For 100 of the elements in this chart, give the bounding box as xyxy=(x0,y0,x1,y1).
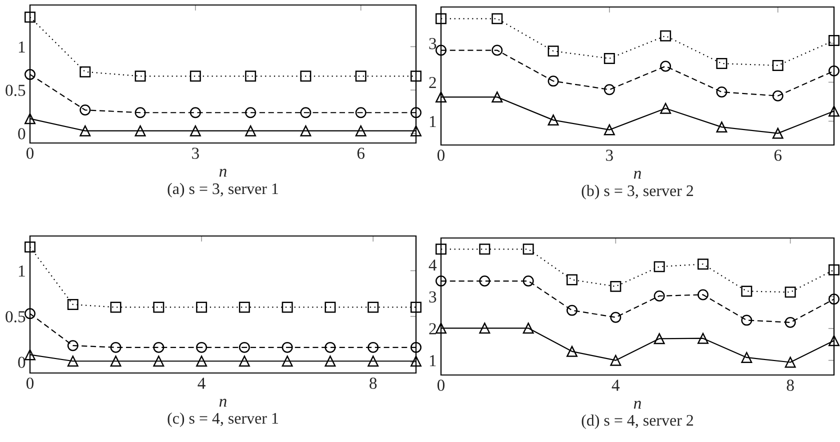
point xyxy=(522,244,534,255)
point xyxy=(548,114,559,126)
point xyxy=(410,356,422,367)
point xyxy=(324,302,336,313)
point xyxy=(436,13,446,24)
point xyxy=(522,322,534,334)
point xyxy=(410,107,422,118)
point xyxy=(324,342,336,353)
point xyxy=(772,90,784,102)
text: (a) s = 3, server 1 xyxy=(168,182,278,198)
x-tick-label: 6 xyxy=(774,150,782,161)
point xyxy=(24,68,36,80)
x-tick-label: 8 xyxy=(786,380,794,391)
point xyxy=(610,354,622,366)
y-tick-label: 1 xyxy=(18,265,25,276)
point xyxy=(610,280,622,292)
point xyxy=(134,70,146,82)
x-tick-label: 0 xyxy=(26,148,34,159)
point xyxy=(828,35,840,46)
point xyxy=(828,294,840,305)
y-tick-label: 1 xyxy=(430,116,436,128)
point xyxy=(660,30,672,42)
point xyxy=(479,322,490,334)
point xyxy=(492,92,503,103)
x-tick-label: 0 xyxy=(437,380,445,391)
point xyxy=(238,342,250,353)
point xyxy=(654,333,665,344)
text: (d) s = 4, server 2 xyxy=(582,414,694,429)
point xyxy=(566,304,578,316)
point xyxy=(110,356,122,367)
point xyxy=(24,241,36,252)
x-tick-label: 6 xyxy=(357,148,365,159)
point xyxy=(784,356,796,368)
point xyxy=(784,286,796,298)
text: (c) s = 4, server 1 xyxy=(168,412,278,427)
point xyxy=(355,107,366,118)
point xyxy=(110,302,122,313)
point xyxy=(245,125,256,136)
x-tick-label: 3 xyxy=(192,148,199,159)
point xyxy=(24,349,36,360)
x-tick-label: 0 xyxy=(26,378,34,389)
y-tick-label: 0 xyxy=(18,356,26,368)
point xyxy=(828,65,840,76)
x-tick-label: 0 xyxy=(437,150,445,161)
point xyxy=(134,107,146,118)
point xyxy=(196,342,208,353)
point xyxy=(410,125,422,136)
text: (b) s = 3, server 2 xyxy=(582,184,694,200)
point xyxy=(80,125,91,136)
point xyxy=(741,286,752,297)
y-tick-label: 3 xyxy=(429,38,436,50)
point xyxy=(355,125,366,136)
point xyxy=(828,335,840,346)
point xyxy=(698,258,708,270)
point xyxy=(698,289,708,300)
x-tick-label: 3 xyxy=(606,150,613,161)
point xyxy=(153,356,164,367)
point xyxy=(566,346,578,357)
point xyxy=(410,302,422,313)
point xyxy=(604,124,615,136)
y-tick-label: 2 xyxy=(429,323,436,334)
y-tick-label: 1 xyxy=(18,41,25,52)
point xyxy=(67,299,78,310)
point xyxy=(492,13,503,24)
point xyxy=(190,70,201,82)
y-tick-label: 1 xyxy=(430,355,436,366)
point xyxy=(300,70,312,82)
point xyxy=(828,106,840,117)
point xyxy=(654,261,665,272)
point xyxy=(698,332,708,344)
x-tick-label: 8 xyxy=(370,378,377,389)
point xyxy=(196,302,208,313)
x-axis-title: n xyxy=(634,400,641,409)
point xyxy=(716,86,728,98)
point xyxy=(741,352,752,363)
point xyxy=(654,290,665,302)
point xyxy=(479,244,490,255)
point xyxy=(153,342,164,353)
point xyxy=(610,312,622,323)
point xyxy=(410,70,422,82)
point xyxy=(604,84,615,96)
point xyxy=(436,322,446,334)
point xyxy=(196,356,208,367)
point xyxy=(238,356,250,367)
point xyxy=(772,60,784,71)
y-tick-label: 0.5 xyxy=(6,84,26,96)
point xyxy=(772,128,784,139)
y-tick-label: 0 xyxy=(18,128,26,140)
point xyxy=(566,274,578,286)
point xyxy=(436,92,446,103)
point xyxy=(24,113,36,124)
point xyxy=(24,12,36,23)
point xyxy=(80,66,91,78)
y-tick-label: 3 xyxy=(429,291,436,303)
x-axis-title: n xyxy=(219,398,226,407)
x-axis-title: n xyxy=(219,168,226,177)
point xyxy=(67,356,78,367)
point xyxy=(828,264,840,276)
point xyxy=(604,52,615,64)
x-tick-label: 4 xyxy=(198,378,206,389)
